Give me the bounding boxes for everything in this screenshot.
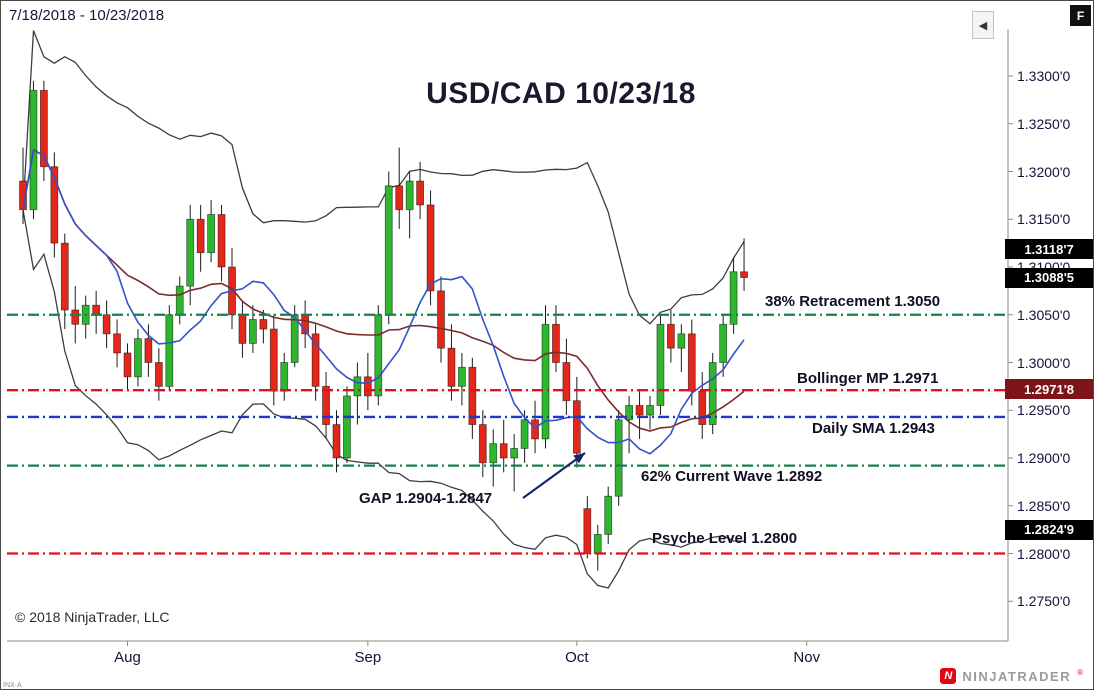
copyright-label: © 2018 NinjaTrader, LLC xyxy=(15,609,170,625)
date-range-label: 7/18/2018 - 10/23/2018 xyxy=(9,7,165,24)
candle xyxy=(50,166,59,244)
candle xyxy=(562,362,571,402)
chevron-left-icon: ◀ xyxy=(978,19,988,32)
candle xyxy=(175,285,184,316)
candle xyxy=(625,405,633,421)
candle xyxy=(520,419,529,449)
candle xyxy=(196,218,205,254)
ninjatrader-logo: N NINJATRADER ® xyxy=(940,668,1083,684)
candle xyxy=(478,424,487,464)
candle xyxy=(552,323,560,363)
gap-arrowhead xyxy=(573,453,585,464)
candle xyxy=(71,309,80,325)
candle xyxy=(416,180,425,206)
candle xyxy=(667,323,675,349)
candle xyxy=(186,218,195,287)
candle xyxy=(269,328,278,392)
chart-title: USD/CAD 10/23/18 xyxy=(426,77,696,110)
candle xyxy=(217,214,226,268)
candle xyxy=(468,366,477,425)
panel-icon-button[interactable]: F xyxy=(1070,5,1091,26)
candle xyxy=(447,347,456,387)
candle xyxy=(290,314,299,363)
candle xyxy=(40,89,48,168)
candle xyxy=(656,323,665,406)
bollinger-mid-line xyxy=(22,148,745,432)
candle xyxy=(489,443,498,464)
candle xyxy=(395,185,404,211)
candle xyxy=(457,366,466,387)
candle xyxy=(531,419,539,440)
scroll-left-button[interactable]: ◀ xyxy=(972,11,994,39)
candle xyxy=(343,395,351,459)
candle xyxy=(719,323,728,363)
corner-watermark: INX·A xyxy=(3,682,22,689)
ninjatrader-logo-icon: N xyxy=(940,668,957,684)
candle xyxy=(405,180,414,211)
candle xyxy=(499,443,508,459)
gap-arrow xyxy=(522,452,586,499)
candle xyxy=(729,271,738,325)
candle xyxy=(510,448,519,459)
candle xyxy=(614,419,623,497)
candle xyxy=(60,242,69,311)
candle xyxy=(677,333,686,349)
candle xyxy=(604,495,613,535)
candle xyxy=(353,376,362,397)
candle xyxy=(113,333,121,354)
candle xyxy=(123,352,132,378)
candle xyxy=(322,385,330,425)
candle xyxy=(280,362,289,392)
candle xyxy=(708,362,717,425)
candle xyxy=(426,204,435,292)
candle xyxy=(259,319,268,330)
candle xyxy=(541,323,550,440)
panel-icon: F xyxy=(1076,8,1085,23)
candle xyxy=(165,314,174,387)
candle xyxy=(207,214,216,254)
sma-line xyxy=(22,148,745,455)
candle xyxy=(437,290,445,349)
candle xyxy=(583,508,592,554)
candle xyxy=(238,314,247,344)
candle xyxy=(593,534,602,554)
candle xyxy=(646,405,654,416)
candle xyxy=(134,338,142,378)
candle xyxy=(698,390,707,425)
brand-name: NINJATRADER xyxy=(962,668,1072,684)
bollinger-lower-band-line xyxy=(22,209,745,589)
gap-annotation-label: GAP 1.2904-1.2847 xyxy=(359,490,493,507)
candle xyxy=(144,338,153,363)
bollinger-upper-band-line xyxy=(22,30,745,325)
candle xyxy=(311,333,320,387)
candle xyxy=(332,424,341,459)
candle xyxy=(384,185,393,316)
candle xyxy=(102,314,111,335)
candle xyxy=(154,362,163,387)
candle xyxy=(687,333,696,392)
candle xyxy=(572,400,581,454)
candle xyxy=(248,319,257,344)
candle xyxy=(374,314,383,397)
registered-mark: ® xyxy=(1077,667,1083,677)
candle xyxy=(92,304,101,316)
candle xyxy=(635,405,644,416)
candle xyxy=(740,271,748,278)
candle xyxy=(363,376,372,397)
